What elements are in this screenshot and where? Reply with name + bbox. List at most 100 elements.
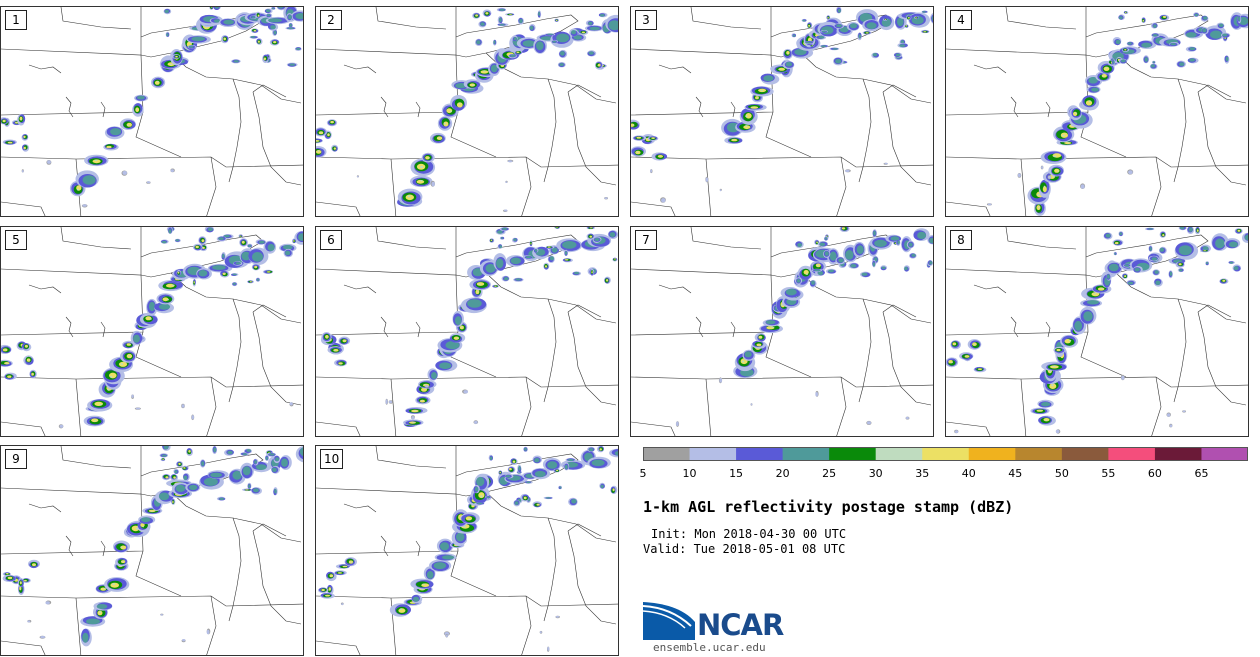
reflectivity-echo xyxy=(250,36,256,38)
reflectivity-echo xyxy=(499,24,505,26)
map-boundary-line xyxy=(252,523,287,537)
map-boundary-line xyxy=(380,316,389,338)
reflectivity-echo xyxy=(24,146,26,148)
map-boundary-line xyxy=(1010,96,1019,118)
reflectivity-echo xyxy=(505,181,508,184)
reflectivity-echo xyxy=(808,24,810,27)
map-boundary-line xyxy=(1197,84,1232,98)
reflectivity-echo xyxy=(241,251,251,261)
reflectivity-echo xyxy=(7,576,13,580)
reflectivity-echo xyxy=(99,404,103,406)
map-boundary-line xyxy=(1151,376,1162,436)
reflectivity-echo xyxy=(23,135,26,139)
reflectivity-echo xyxy=(1043,185,1046,188)
reflectivity-echo xyxy=(170,169,174,173)
reflectivity-echo xyxy=(424,384,427,386)
reflectivity-echo xyxy=(480,495,483,498)
reflectivity-echo xyxy=(77,188,79,191)
reflectivity-echo xyxy=(177,271,180,274)
reflectivity-echo xyxy=(413,596,419,602)
reflectivity-echo xyxy=(94,401,103,406)
reflectivity-echo xyxy=(463,390,468,394)
reflectivity-echo xyxy=(1037,193,1040,196)
reflectivity-echo xyxy=(1086,300,1100,305)
reflectivity-echo xyxy=(895,53,901,57)
reflectivity-echo xyxy=(223,234,230,238)
reflectivity-echo xyxy=(952,342,957,346)
reflectivity-echo xyxy=(195,245,199,249)
reflectivity-echo xyxy=(1164,17,1166,18)
reflectivity-echo xyxy=(285,250,291,256)
reflectivity-echo xyxy=(612,488,615,492)
map-boundary-line xyxy=(390,158,397,216)
reflectivity-echo xyxy=(254,30,256,31)
colorbar-swatch xyxy=(689,447,737,461)
reflectivity-echo xyxy=(269,453,275,456)
reflectivity-echo xyxy=(164,9,169,13)
reflectivity-echo xyxy=(1225,56,1229,62)
reflectivity-echo xyxy=(414,410,417,412)
ncar-logo-text: NCAR xyxy=(697,608,784,642)
reflectivity-echo xyxy=(559,486,562,489)
reflectivity-echo xyxy=(224,38,226,40)
reflectivity-echo xyxy=(509,467,512,471)
reflectivity-echo xyxy=(426,571,434,579)
reflectivity-echo xyxy=(443,121,449,127)
reflectivity-echo xyxy=(1152,61,1155,63)
reflectivity-echo xyxy=(1091,87,1099,92)
panel-map xyxy=(631,227,933,436)
reflectivity-echo xyxy=(23,579,27,582)
reflectivity-echo xyxy=(778,69,781,70)
ensemble-member-panel: 6 xyxy=(315,226,619,437)
reflectivity-echo xyxy=(252,252,263,262)
reflectivity-echo xyxy=(333,147,335,149)
reflectivity-echo xyxy=(604,197,608,200)
reflectivity-echo xyxy=(513,238,517,241)
reflectivity-echo xyxy=(206,629,210,635)
reflectivity-echo xyxy=(637,137,639,139)
reflectivity-echo xyxy=(1144,57,1148,62)
reflectivity-echo xyxy=(758,335,763,339)
map-boundary-line xyxy=(1080,331,1127,378)
reflectivity-echo xyxy=(203,477,218,486)
reflectivity-echo xyxy=(232,273,237,276)
reflectivity-echo xyxy=(3,120,5,122)
reflectivity-echo xyxy=(474,420,478,424)
ensemble-member-panel: 2 xyxy=(315,6,619,217)
reflectivity-echo xyxy=(836,24,842,28)
reflectivity-echo xyxy=(227,450,233,455)
reflectivity-echo xyxy=(923,31,927,33)
reflectivity-echo xyxy=(499,8,505,11)
panel-map xyxy=(631,7,933,216)
reflectivity-echo xyxy=(213,19,221,23)
reflectivity-echo xyxy=(539,631,542,634)
reflectivity-echo xyxy=(146,181,151,184)
map-boundary-line xyxy=(316,201,361,216)
colorbar-tick-label: 20 xyxy=(775,467,790,480)
reflectivity-echo xyxy=(270,25,276,30)
reflectivity-echo xyxy=(824,251,829,256)
reflectivity-echo xyxy=(329,588,331,590)
map-boundary-line xyxy=(543,78,557,183)
reflectivity-echo xyxy=(719,378,722,383)
reflectivity-echo xyxy=(486,496,490,499)
reflectivity-echo xyxy=(482,70,486,72)
map-boundary-line xyxy=(485,491,617,543)
reflectivity-echo xyxy=(449,110,452,113)
reflectivity-echo xyxy=(1162,234,1165,237)
reflectivity-echo xyxy=(455,83,467,89)
reflectivity-echo xyxy=(431,181,435,187)
map-boundary-line xyxy=(1020,158,1027,216)
reflectivity-echo xyxy=(281,458,288,467)
reflectivity-echo xyxy=(951,361,953,364)
reflectivity-echo xyxy=(929,237,933,244)
reflectivity-echo xyxy=(500,237,504,239)
reflectivity-echo xyxy=(25,345,27,347)
reflectivity-echo xyxy=(343,566,346,567)
reflectivity-echo xyxy=(411,416,415,420)
reflectivity-echo xyxy=(258,15,259,16)
ensemble-member-panel: 4 xyxy=(945,6,1249,217)
reflectivity-echo xyxy=(818,36,825,39)
reflectivity-echo xyxy=(233,60,239,63)
map-boundary-line xyxy=(1005,227,1077,250)
